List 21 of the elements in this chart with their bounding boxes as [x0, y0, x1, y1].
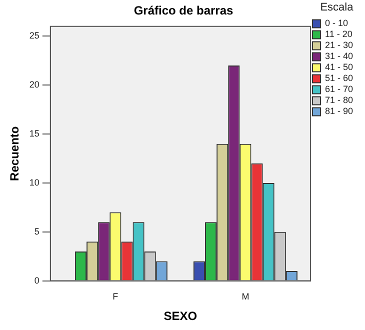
- y-tick-label: 5: [34, 226, 40, 236]
- y-axis-title: Recuento: [8, 126, 22, 181]
- x-axis-title: SEXO: [164, 309, 198, 324]
- x-tick-label: M: [242, 292, 250, 302]
- legend-label: 21 - 30: [324, 40, 354, 50]
- legend-label: 11 - 20: [324, 29, 352, 40]
- y-tick-label: 10: [29, 177, 40, 188]
- y-tick-label: 15: [29, 128, 40, 139]
- legend-label: 61 - 70: [324, 84, 354, 94]
- x-tick-label: F: [112, 292, 119, 302]
- legend-label: 81 - 90: [324, 106, 354, 116]
- legend-label: 41 - 50: [324, 62, 354, 72]
- y-tick-label: 25: [29, 30, 40, 41]
- legend-label: 0 - 10: [324, 18, 348, 28]
- y-tick-label: 0: [34, 275, 40, 286]
- chart-title: Gráfico de barras: [134, 4, 234, 18]
- y-tick-label: 20: [29, 80, 40, 90]
- legend-label: 71 - 80: [324, 95, 354, 106]
- legend-label: 51 - 60: [324, 73, 354, 84]
- legend-title: Escala: [320, 2, 354, 14]
- legend-label: 31 - 40: [324, 51, 354, 62]
